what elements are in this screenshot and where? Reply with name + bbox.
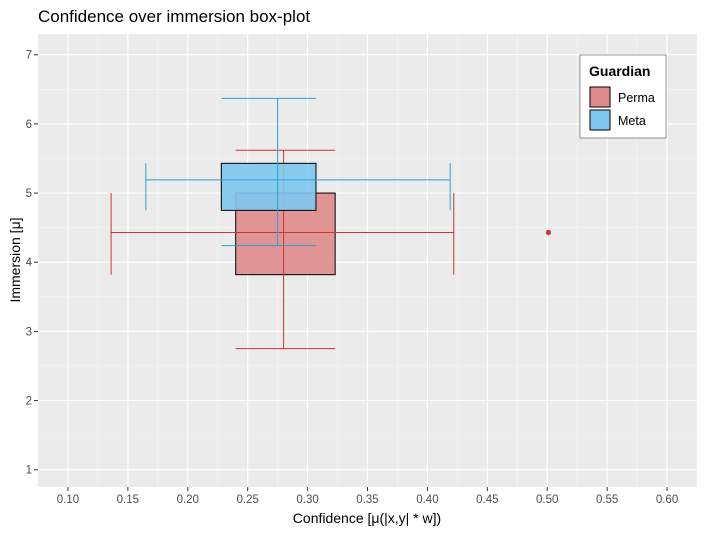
box-series — [110, 97, 552, 350]
x-tick-label: 0.15 — [117, 494, 139, 506]
y-axis-title: Immersion [μ] — [7, 217, 23, 302]
box-rect-meta — [220, 162, 317, 211]
x-tick-label: 0.10 — [57, 494, 79, 506]
x-axis-title: Confidence [μ(|x,y| * w]) — [293, 510, 441, 526]
x-tick-label: 0.25 — [236, 494, 258, 506]
y-tick-label: 6 — [26, 119, 32, 131]
x-tick-label: 0.60 — [656, 494, 678, 506]
x-tick-label: 0.30 — [296, 494, 318, 506]
x-tick-label: 0.35 — [356, 494, 378, 506]
x-tick-label: 0.20 — [177, 494, 199, 506]
x-tick-label: 0.40 — [416, 494, 438, 506]
legend-title: Guardian — [589, 63, 650, 79]
box-meta — [145, 97, 451, 247]
y-tick-label: 1 — [26, 465, 32, 477]
y-tick-label: 5 — [26, 188, 32, 200]
legend-label-meta: Meta — [618, 114, 646, 128]
legend-label-perma: Perma — [618, 91, 655, 105]
legend-swatch-perma — [589, 86, 611, 108]
y-tick-label: 7 — [26, 50, 32, 62]
x-axis-ticks: 0.10 0.15 0.20 0.25 0.30 0.35 0.40 0.45 0.50 0.55… — [57, 487, 678, 506]
outlier-point — [545, 229, 552, 236]
chart-title: Confidence over immersion box-plot — [38, 7, 310, 26]
y-axis-ticks: 1 2 3 4 5 6 7 — [26, 50, 38, 477]
legend-swatch-meta — [589, 109, 611, 131]
x-tick-label: 0.45 — [476, 494, 498, 506]
y-tick-label: 4 — [26, 257, 33, 269]
x-tick-label: 0.55 — [596, 494, 618, 506]
x-tick-label: 0.50 — [536, 494, 558, 506]
legend: Guardian Perma Meta — [579, 54, 667, 139]
y-tick-label: 3 — [26, 326, 32, 338]
y-tick-label: 2 — [26, 396, 32, 408]
